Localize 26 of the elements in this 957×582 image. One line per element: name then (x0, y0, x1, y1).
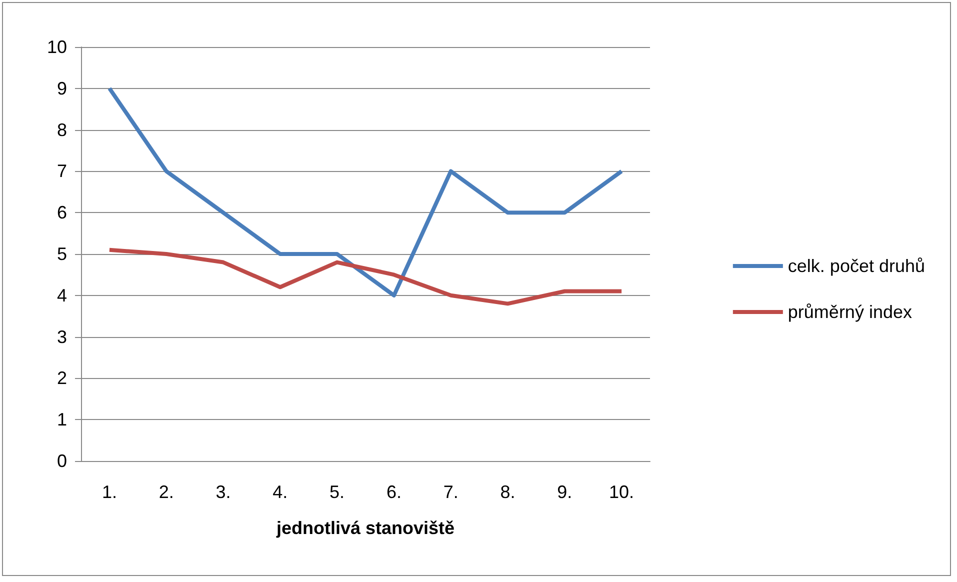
y-tick-label: 9 (56, 78, 67, 98)
x-tick-label: 3. (216, 482, 231, 502)
x-axis-title: jednotlivá stanoviště (275, 518, 455, 538)
x-tick-label: 9. (557, 482, 572, 502)
y-tick-label: 8 (56, 120, 67, 140)
y-tick-label: 4 (56, 285, 67, 306)
legend-label: celk. počet druhů (788, 256, 926, 276)
x-tick-label: 7. (443, 482, 458, 502)
line-series (107, 248, 624, 306)
legend-label: průměrný index (788, 302, 912, 322)
y-tick-label: 0 (56, 451, 67, 471)
x-tick-label: 10. (609, 482, 634, 502)
y-tick-label: 3 (56, 326, 67, 347)
y-tick-label: 6 (56, 202, 67, 223)
y-tick-label: 1 (56, 410, 67, 430)
y-tick-label: 7 (56, 161, 67, 182)
y-tick-label: 10 (46, 37, 67, 57)
x-tick-label: 5. (330, 482, 345, 502)
x-tick-label: 6. (386, 482, 402, 502)
y-tick-label: 2 (56, 368, 67, 388)
x-tick-label: 8. (500, 482, 516, 502)
x-tick-label: 1. (102, 482, 117, 502)
x-tick-label: 4. (272, 482, 288, 502)
y-tick-label: 5 (56, 244, 67, 264)
x-tick-label: 2. (158, 482, 174, 502)
line-series (107, 86, 624, 298)
